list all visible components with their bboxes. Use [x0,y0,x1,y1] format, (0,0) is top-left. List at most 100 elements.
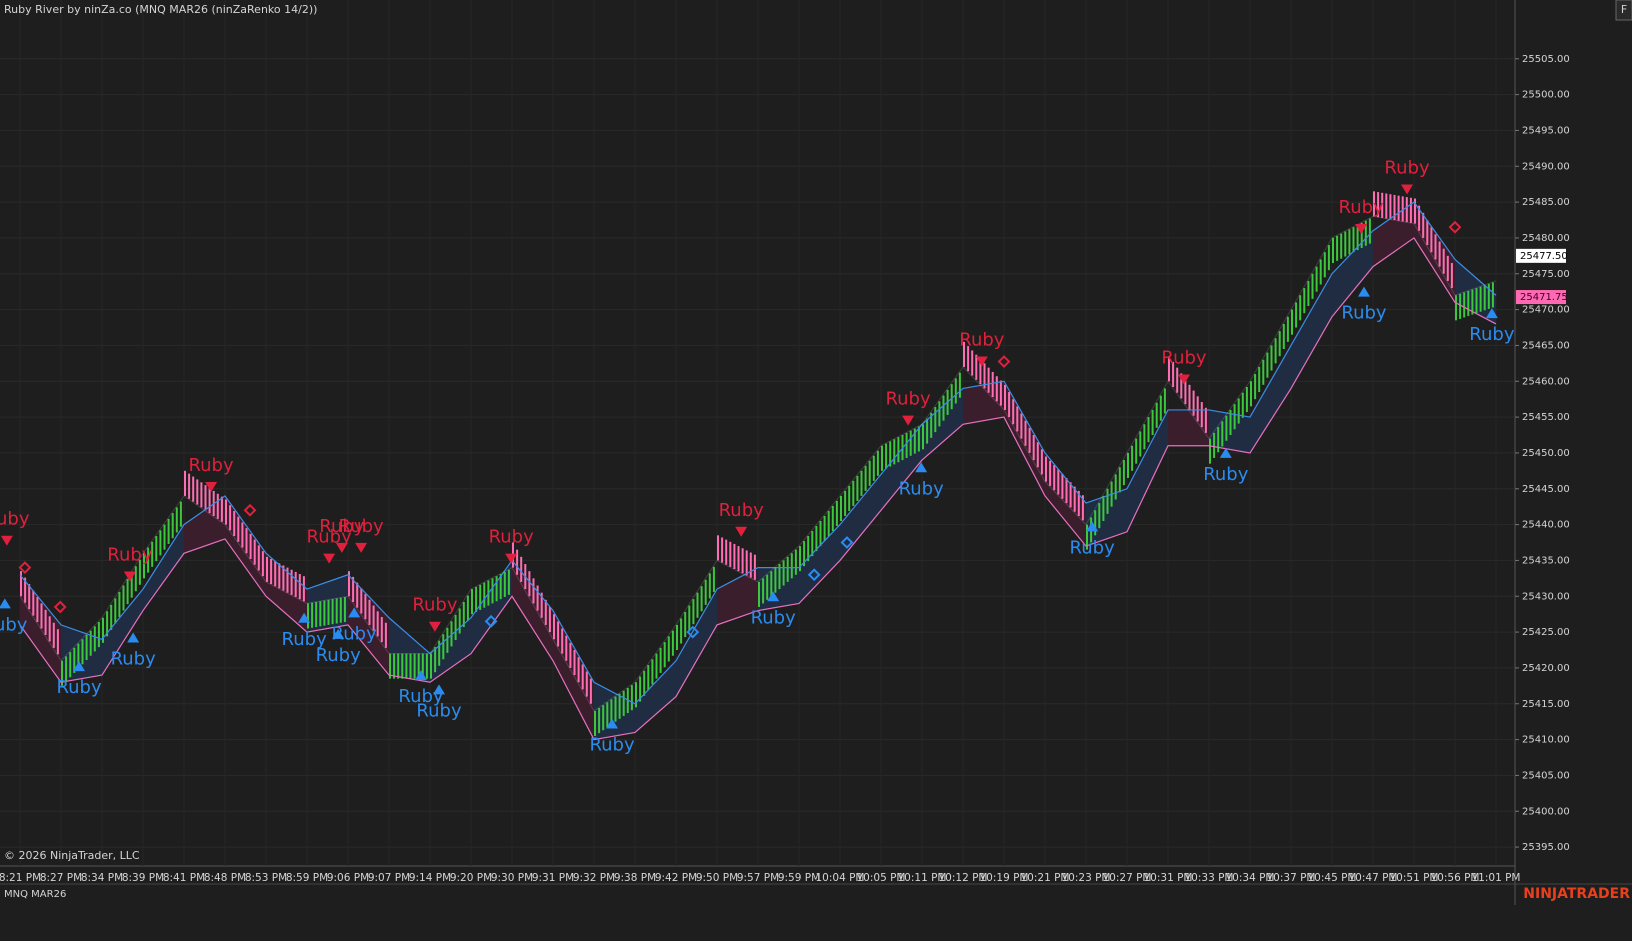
renko-brick [749,552,752,578]
renko-brick [1409,197,1412,223]
renko-brick [61,660,63,686]
x-tick-label: 9:31 PM [532,872,574,884]
renko-brick [32,590,35,616]
signal-arrow [428,621,441,632]
renko-brick [331,599,334,625]
signal-arrow [1177,374,1190,385]
signal-label: Ruby [1384,158,1430,179]
renko-brick [655,653,658,679]
f-button-label[interactable]: F [1621,3,1627,16]
renko-brick [1336,235,1339,261]
renko-brick [151,541,154,567]
renko-brick [987,367,990,393]
renko-brick [163,524,166,550]
renko-brick [1487,283,1490,309]
renko-brick [967,346,970,372]
renko-brick [1106,488,1109,514]
renko-brick [774,567,777,593]
signal-label: Ruby [1339,197,1385,218]
x-tick-label: 9:38 PM [614,872,656,884]
renko-brick [618,693,621,719]
renko-brick [799,546,801,572]
renko-brick [319,601,322,627]
renko-brick [122,585,125,611]
renko-brick [1127,452,1129,479]
signal-arrow [915,462,928,473]
renko-brick [421,653,424,679]
renko-brick [1483,285,1486,311]
signal-arrow [73,661,86,672]
band-fill [881,424,922,511]
renko-brick [233,510,236,537]
renko-brick [692,599,695,625]
renko-brick [208,488,211,514]
renko-brick [1143,424,1146,450]
renko-brick [1360,222,1363,248]
signal-label: Ruby [412,595,458,616]
renko-brick [610,699,613,725]
renko-brick [237,516,240,542]
renko-brick [958,372,961,398]
x-tick-label: 9:50 PM [696,872,738,884]
renko-brick [1196,396,1199,422]
renko-brick [1270,345,1273,371]
signal-arrow [323,553,336,564]
renko-brick [200,482,203,508]
x-tick-label: 9:07 PM [368,872,410,884]
band-fill [1250,345,1291,453]
renko-brick [1204,407,1207,433]
renko-brick [922,424,924,450]
renko-brick [1065,478,1068,504]
renko-brick [844,490,847,516]
y-tick-label: 25410.00 [1522,735,1570,746]
renko-brick [913,428,916,454]
renko-brick [1057,469,1060,495]
price-marker-label: 25477.50 [1520,251,1568,262]
f-button[interactable] [1615,0,1632,21]
renko-brick [376,611,379,637]
band-fill [471,560,512,654]
renko-brick [446,627,449,653]
y-tick-label: 25450.00 [1522,448,1570,459]
renko-brick [1286,316,1289,342]
renko-brick [479,584,482,610]
renko-brick [860,470,863,496]
renko-brick [483,582,486,608]
renko-brick [290,569,293,595]
renko-brick [553,614,555,640]
renko-brick [475,586,478,613]
renko-brick [1282,323,1285,350]
renko-brick [85,634,88,661]
signal-arrow [355,542,368,553]
signal-arrow [735,526,748,537]
x-tick-label: 8:27 PM [40,872,82,884]
signal-label: Ruby [751,607,797,628]
renko-brick [352,576,355,602]
y-tick-label: 25420.00 [1522,663,1570,674]
renko-brick [438,640,441,666]
renko-brick [65,656,68,682]
renko-brick [356,582,359,608]
renko-brick [930,412,933,438]
band-fill [676,589,717,697]
renko-brick [184,470,186,496]
renko-brick [1250,381,1252,407]
signal-label: Ruby [398,686,444,707]
renko-brick [1159,395,1162,421]
renko-brick [1352,227,1355,253]
renko-brick [1303,288,1306,314]
renko-brick [614,696,617,722]
renko-brick [52,622,55,648]
x-tick-label: 9:32 PM [573,872,615,884]
signal-arrow [902,415,915,426]
band-fill [1127,409,1168,532]
renko-brick [1147,417,1150,443]
x-tick-label: 10:37 PM [1267,872,1316,884]
signal-arrow [505,553,518,564]
signal-arrow [335,542,348,553]
band-fill [799,524,840,604]
renko-brick [1319,259,1322,285]
renko-brick [77,643,80,669]
signal-label: Ruby [107,545,153,566]
renko-brick [938,401,941,427]
